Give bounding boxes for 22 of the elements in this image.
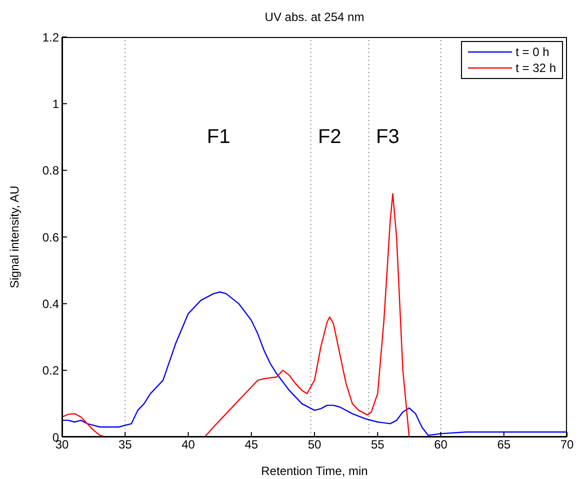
x-tick-label: 60 [434,438,448,452]
y-tick-label: 0.8 [42,164,60,178]
legend-label: t = 0 h [516,44,550,60]
annotation: F2 [316,125,342,149]
x-tick-label: 35 [118,438,132,452]
x-tick-label: 70 [560,438,574,452]
y-axis-title: Signal intensity, AU [7,186,22,288]
legend-label: t = 32 h [516,60,556,76]
x-tick-label: 65 [497,438,511,452]
y-tick-label: 1 [52,96,60,111]
x-tick-label: 45 [244,438,258,452]
x-axis-title: Retention Time, min [261,464,368,478]
chart-title: UV abs. at 254 nm [264,10,366,24]
x-tick-label: 40 [182,438,196,452]
y-tick-label: 0.6 [42,230,60,244]
annotation: F1 [206,125,232,149]
x-tick-label: 50 [308,438,322,452]
y-tick-label: 0.4 [42,296,60,311]
y-tick-label: 1.2 [42,30,60,44]
annotation: F3 [375,125,400,149]
y-tick-label: 0.2 [42,364,60,378]
x-tick-label: 55 [370,438,385,452]
